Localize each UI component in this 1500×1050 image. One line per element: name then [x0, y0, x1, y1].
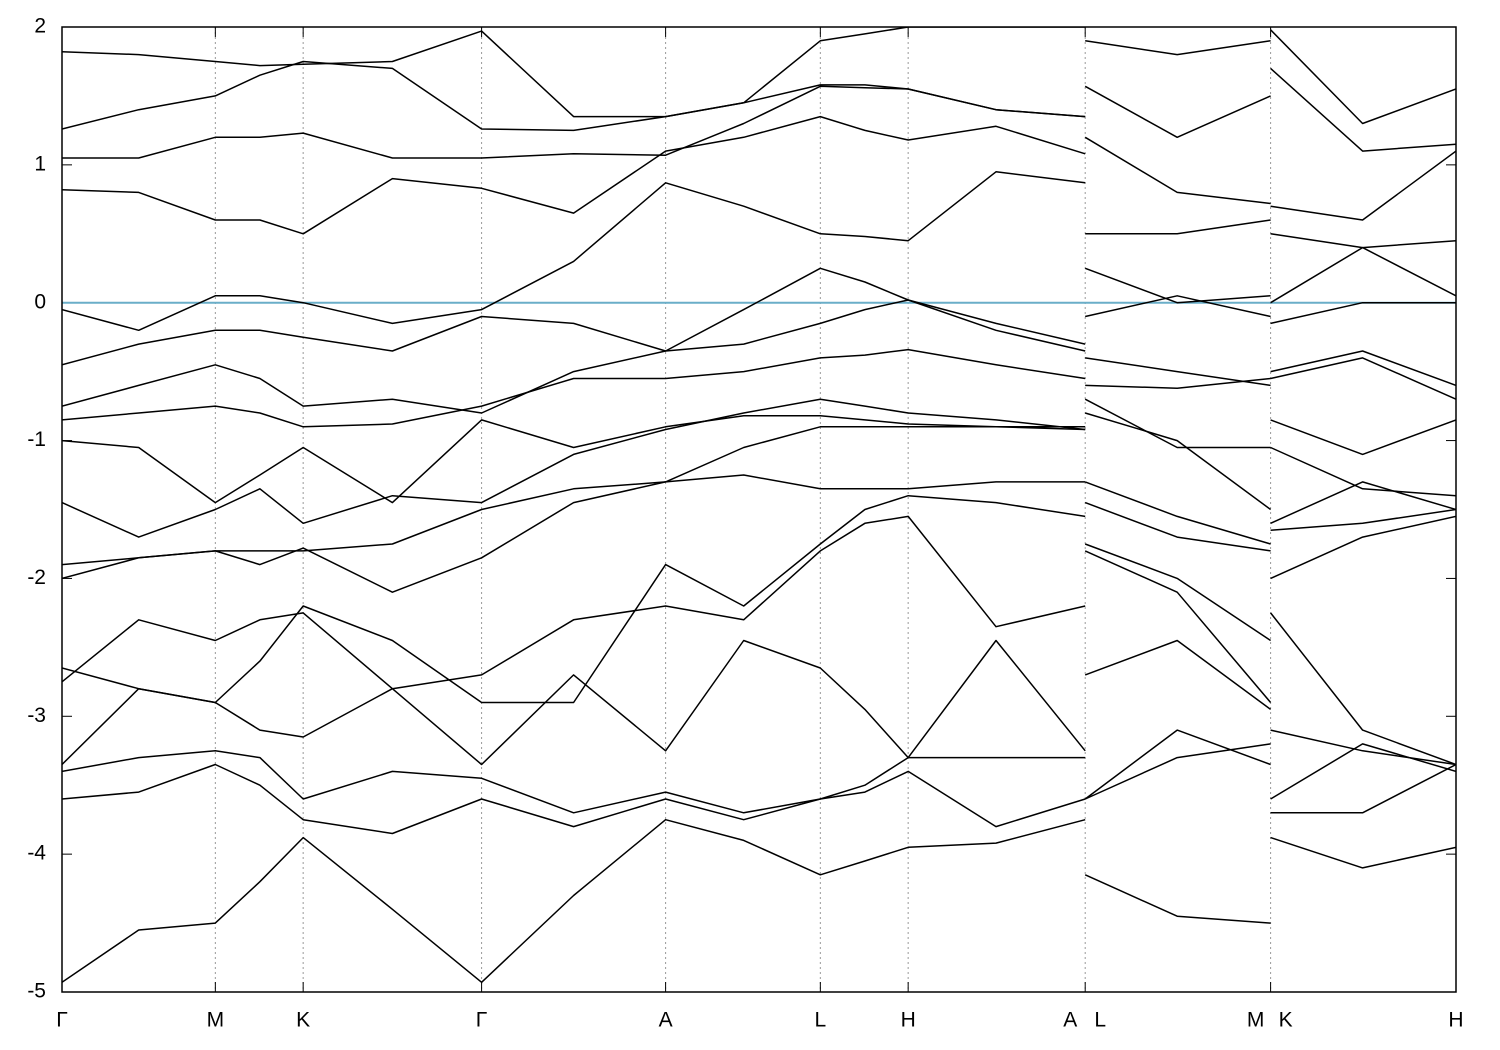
x-tick-label: Γ	[56, 1009, 68, 1032]
x-tick-label: L	[1094, 1009, 1106, 1032]
x-tick-label: M	[1247, 1009, 1265, 1032]
band-line	[62, 27, 1456, 125]
y-tick-label: -4	[27, 842, 46, 865]
y-tick-label: -3	[27, 704, 46, 727]
y-tick-label: -1	[27, 428, 46, 451]
bands	[62, 27, 1456, 984]
x-tick-label: L	[814, 1009, 826, 1032]
band-line	[62, 171, 1456, 332]
x-tick-label: A	[1063, 1009, 1077, 1032]
band-line	[62, 639, 1456, 766]
y-tick-label: -5	[27, 980, 46, 1003]
y-tick-label: -2	[27, 566, 46, 589]
band-line	[62, 743, 1456, 835]
x-tick-label: Γ	[476, 1009, 488, 1032]
band-line	[62, 348, 1456, 428]
x-tick-label: M	[207, 1009, 225, 1032]
band-line	[62, 818, 1456, 984]
x-tick-label: K	[296, 1009, 310, 1032]
band-line	[62, 60, 1456, 152]
band-line	[62, 729, 1456, 814]
y-tick-label: 2	[34, 15, 46, 38]
band-line	[62, 115, 1456, 249]
x-tick-label: H	[901, 1009, 916, 1032]
x-tick-label: K	[1279, 1009, 1293, 1032]
x-tick-label: A	[659, 1009, 673, 1032]
band-line	[62, 85, 1456, 221]
band-line	[62, 494, 1456, 704]
y-tick-label: 0	[34, 290, 46, 313]
band-line	[62, 474, 1456, 593]
x-tick-label: H	[1448, 1009, 1463, 1032]
band-line	[62, 398, 1456, 504]
y-tick-label: 1	[34, 152, 46, 175]
band-line	[62, 299, 1456, 414]
band-line	[62, 398, 1456, 538]
band-line	[62, 267, 1456, 366]
band-line	[62, 426, 1456, 566]
plot-frame	[61, 26, 1457, 993]
band-line	[62, 515, 1456, 766]
